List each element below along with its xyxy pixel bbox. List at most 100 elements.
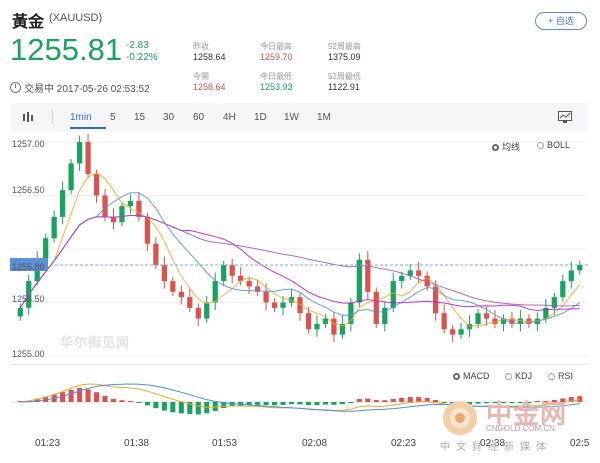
candle — [59, 181, 66, 225]
macd-bar — [187, 402, 193, 415]
macd-bar — [399, 397, 405, 402]
candle — [365, 251, 371, 300]
option-ma[interactable]: 均线 — [492, 140, 520, 153]
tab-30[interactable]: 30 — [163, 112, 175, 123]
tab-60[interactable]: 60 — [193, 112, 205, 123]
macd-bar — [221, 402, 227, 409]
day-low-value: 1253.93 — [260, 82, 293, 92]
candle — [246, 276, 252, 294]
macd-bar — [178, 402, 184, 414]
add-watchlist-button[interactable]: + 自选 — [535, 12, 587, 30]
candle — [68, 159, 74, 195]
macd-bar — [331, 402, 337, 405]
macd-bar — [534, 401, 540, 402]
macd-bar — [509, 402, 515, 403]
option-rsi[interactable]: RSI — [548, 371, 573, 381]
tab-1w[interactable]: 1W — [284, 112, 299, 123]
macd-bar — [373, 400, 379, 402]
price-chart[interactable] — [10, 134, 588, 364]
tab-1d[interactable]: 1D — [254, 112, 267, 123]
macd-bar — [314, 402, 320, 406]
tab-15[interactable]: 15 — [134, 112, 146, 123]
current-price-tag — [10, 258, 48, 272]
macd-bar — [229, 402, 235, 407]
candle — [127, 194, 134, 214]
macd-bar — [492, 402, 498, 404]
x-label: 01:23 — [35, 438, 61, 449]
tab-1min[interactable]: 1min — [70, 112, 92, 123]
option-rsi-label: RSI — [558, 371, 574, 381]
macd-bar — [322, 402, 328, 405]
prev-close-label: 昨收 — [193, 42, 209, 51]
brand-watermark: 中金网 CNGOLD.COM.CN 中文财经新媒体 — [440, 398, 566, 453]
prev-close-value: 1258.64 — [193, 52, 226, 62]
option-macd-label: MACD — [463, 371, 490, 381]
52w-low-value: 1122.91 — [328, 82, 360, 92]
candle — [76, 135, 83, 171]
tab-4h[interactable]: 4H — [223, 112, 236, 123]
candle — [221, 260, 227, 286]
instrument-title: 黃金 — [12, 14, 45, 31]
macd-bar — [93, 392, 100, 402]
candle — [500, 314, 507, 332]
candle — [153, 237, 159, 270]
macd-chart[interactable] — [10, 366, 588, 432]
candle — [339, 315, 346, 339]
watermark: 华尔街见闻 — [60, 335, 131, 350]
macd-bar — [365, 398, 371, 402]
macd-bar — [475, 402, 481, 404]
candle — [161, 256, 167, 289]
macd-bar — [416, 397, 422, 402]
candle — [356, 253, 362, 307]
candle — [399, 271, 405, 289]
option-boll[interactable]: BOLL — [537, 140, 570, 150]
x-label: 01:38 — [124, 438, 150, 449]
x-label: 02:5 — [570, 438, 590, 449]
macd-bar — [212, 402, 218, 411]
ma-line — [19, 172, 581, 327]
candle — [136, 192, 142, 222]
macd-bar — [77, 388, 83, 402]
macd-bar — [441, 402, 447, 403]
macd-bar — [43, 396, 49, 402]
candle — [178, 285, 184, 305]
macd-bar — [34, 398, 40, 402]
clock-icon — [10, 82, 21, 93]
candle — [492, 309, 498, 329]
option-kdj-label: KDJ — [515, 371, 533, 381]
tab-1m[interactable]: 1M — [317, 112, 331, 123]
candle — [560, 274, 566, 302]
macd-bar — [348, 402, 354, 403]
macd-bar — [297, 402, 303, 405]
candlestick-icon[interactable] — [22, 111, 36, 123]
ma-line — [19, 192, 581, 324]
option-ma-label: 均线 — [502, 142, 521, 152]
option-boll-label: BOLL — [547, 140, 571, 150]
candle — [110, 208, 117, 230]
option-kdj[interactable]: KDJ — [505, 371, 532, 381]
active-tab-underline — [70, 127, 106, 129]
option-macd[interactable]: MACD — [453, 371, 490, 381]
candle — [441, 304, 447, 334]
day-high-label: 今日最高 — [260, 42, 292, 51]
macd-bar — [390, 398, 396, 402]
candle — [551, 292, 557, 316]
y-label-2: 1256.50 — [12, 185, 45, 195]
macd-bar — [195, 402, 201, 415]
candle — [238, 267, 244, 286]
brand-name: 中金网 — [486, 399, 568, 429]
radio-icon — [548, 373, 555, 380]
price-change: -2.83 -0.22% — [126, 40, 158, 64]
tab-5[interactable]: 5 — [110, 112, 116, 123]
y-label-bottom: 1255.00 — [12, 349, 45, 359]
instrument-symbol: (XAUUSD) — [49, 12, 103, 24]
candle — [331, 312, 337, 343]
candle — [254, 280, 261, 297]
candle — [204, 296, 210, 323]
x-label: 01:53 — [212, 438, 238, 449]
monitor-icon[interactable] — [558, 111, 572, 123]
macd-bar — [246, 402, 252, 406]
ma-line — [19, 214, 580, 309]
macd-bar — [433, 399, 439, 402]
candle — [382, 301, 388, 332]
